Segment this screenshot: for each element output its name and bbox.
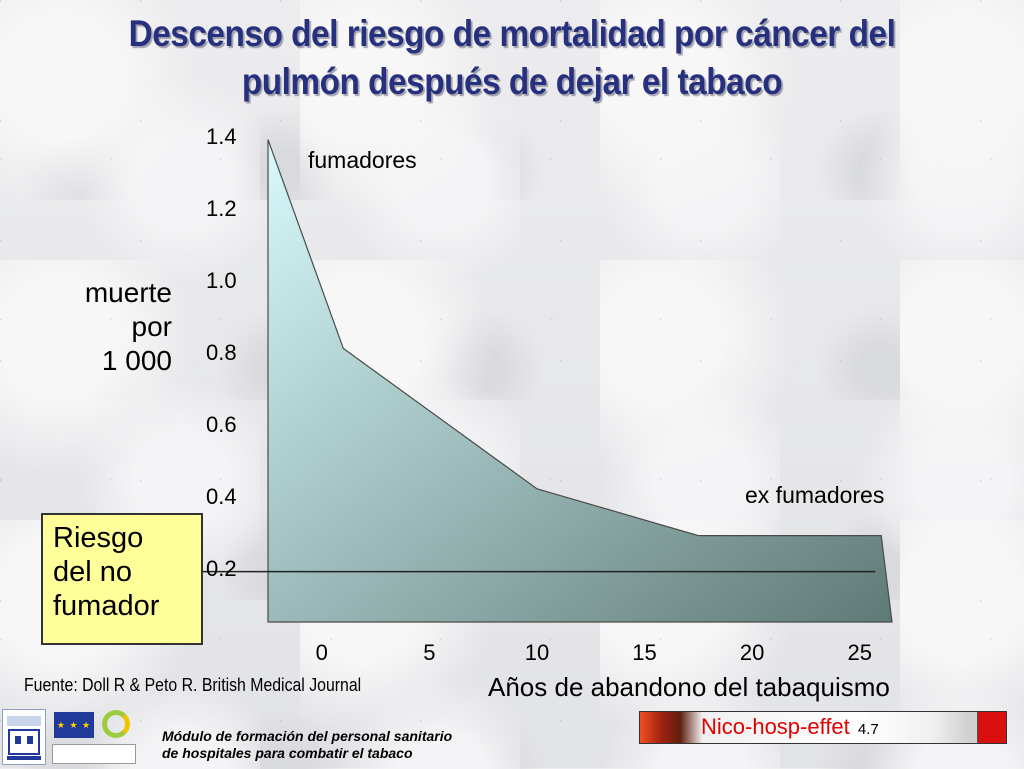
risk-area [268, 140, 892, 622]
y-tick-label: 0.8 [206, 340, 237, 365]
y-tick-label: 1.4 [206, 124, 237, 149]
brand-bar: Nico-hosp-effet 4.7 [639, 711, 1007, 744]
x-tick-label: 25 [847, 640, 871, 665]
eu-flag-logo: ★ ★ ★ [54, 712, 94, 738]
brand-name: Nico-hosp-effet [701, 714, 850, 739]
x-tick-label: 10 [525, 640, 549, 665]
x-tick-label: 0 [316, 640, 328, 665]
nonsmoker-risk-line-2: del no [53, 555, 191, 589]
y-axis-label-line-2: por [85, 310, 172, 344]
y-tick-label: 1.0 [206, 268, 237, 293]
y-tick-label: 1.2 [206, 196, 237, 221]
brand-label: Nico-hosp-effet 4.7 [701, 714, 879, 740]
y-tick-label: 0.2 [206, 556, 237, 581]
nonsmoker-risk-box: Riesgo del no fumador [41, 513, 203, 645]
x-tick-label: 20 [740, 640, 764, 665]
y-axis-label-line-3: 1 000 [85, 344, 172, 378]
x-axis-label: Años de abandono del tabaquismo [488, 672, 890, 703]
annotation-smokers: fumadores [308, 147, 417, 173]
nonsmoker-risk-line-1: Riesgo [53, 521, 191, 555]
module-description: Módulo de formación del personal sanitar… [162, 728, 452, 762]
x-tick-label: 5 [423, 640, 435, 665]
module-description-line-1: Módulo de formación del personal sanitar… [162, 728, 452, 745]
y-tick-label: 0.6 [206, 412, 237, 437]
module-description-line-2: de hospitales para combatir el tabaco [162, 745, 452, 762]
ap-hp-logo [52, 744, 136, 764]
annotation-ex-smokers: ex fumadores [745, 482, 884, 508]
nonsmoker-risk-line-3: fumador [53, 589, 191, 623]
x-tick-label: 15 [632, 640, 656, 665]
y-axis-label-line-1: muerte [85, 276, 172, 310]
brand-bar-red-end [977, 712, 1006, 743]
network-ring-logo [102, 710, 130, 738]
slide-number: 4.7 [858, 721, 879, 738]
y-tick-label: 0.4 [206, 484, 237, 509]
hospital-logo [2, 709, 46, 765]
source-citation: Fuente: Doll R & Peto R. British Medical… [24, 675, 361, 696]
y-axis-label: muerte por 1 000 [85, 276, 172, 378]
